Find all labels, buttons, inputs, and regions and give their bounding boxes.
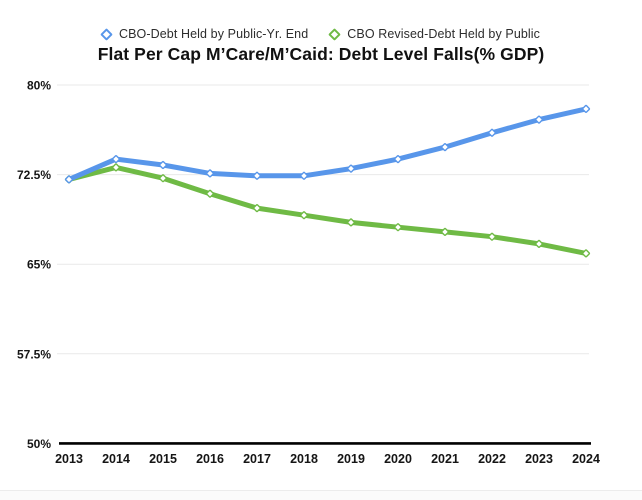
x-tick-label: 2022 xyxy=(478,452,506,466)
data-point-marker xyxy=(158,174,168,183)
data-point-marker xyxy=(440,227,450,236)
data-point-marker xyxy=(393,223,403,232)
data-point-marker xyxy=(581,249,591,258)
x-tick-label: 2019 xyxy=(337,452,365,466)
data-point-marker xyxy=(346,164,356,173)
data-point-marker xyxy=(346,218,356,227)
data-point-marker xyxy=(534,115,544,124)
x-tick-label: 2021 xyxy=(431,452,459,466)
data-point-marker xyxy=(205,189,215,198)
legend-label-cbo-debt: CBO-Debt Held by Public-Yr. End xyxy=(118,27,309,41)
x-tick-label: 2015 xyxy=(149,452,177,466)
data-point-marker xyxy=(581,104,591,113)
x-tick-label: 2023 xyxy=(525,452,553,466)
bottom-divider xyxy=(0,490,642,491)
data-point-marker xyxy=(299,171,309,180)
data-point-marker xyxy=(252,171,262,180)
data-point-marker xyxy=(64,175,74,184)
chart-title: Flat Per Cap M’Care/M’Caid: Debt Level F… xyxy=(97,44,545,64)
x-tick-label: 2018 xyxy=(290,452,318,466)
series-line-1 xyxy=(66,164,589,256)
y-tick-label: 57.5% xyxy=(17,347,51,361)
data-point-marker xyxy=(487,232,497,241)
bottom-strip xyxy=(0,491,642,500)
data-point-marker xyxy=(393,155,403,164)
data-point-marker xyxy=(440,143,450,152)
x-tick-label: 2013 xyxy=(55,452,83,466)
data-point-marker xyxy=(111,163,121,172)
y-tick-label: 50% xyxy=(27,437,51,451)
data-point-marker xyxy=(534,239,544,248)
legend-label-cbo-revised: CBO Revised-Debt Held by Public xyxy=(347,27,541,41)
data-point-marker xyxy=(111,155,121,164)
data-point-marker xyxy=(252,204,262,213)
x-tick-label: 2016 xyxy=(196,452,224,466)
x-tick-label: 2014 xyxy=(102,452,130,466)
x-tick-label: 2020 xyxy=(384,452,412,466)
x-tick-label: 2017 xyxy=(243,452,271,466)
y-tick-label: 80% xyxy=(27,79,51,93)
series-line-0 xyxy=(66,106,589,182)
y-tick-label: 65% xyxy=(27,258,51,272)
legend-item-cbo-debt: CBO-Debt Held by Public-Yr. End xyxy=(100,27,309,41)
chart-legend: CBO-Debt Held by Public-Yr. End CBO Revi… xyxy=(0,27,642,41)
y-tick-label: 72.5% xyxy=(17,168,51,182)
legend-item-cbo-revised: CBO Revised-Debt Held by Public xyxy=(328,27,541,41)
data-point-marker xyxy=(205,169,215,178)
x-tick-label: 2024 xyxy=(572,452,600,466)
data-point-marker xyxy=(299,211,309,220)
data-point-marker xyxy=(158,160,168,170)
data-point-marker xyxy=(487,128,497,137)
